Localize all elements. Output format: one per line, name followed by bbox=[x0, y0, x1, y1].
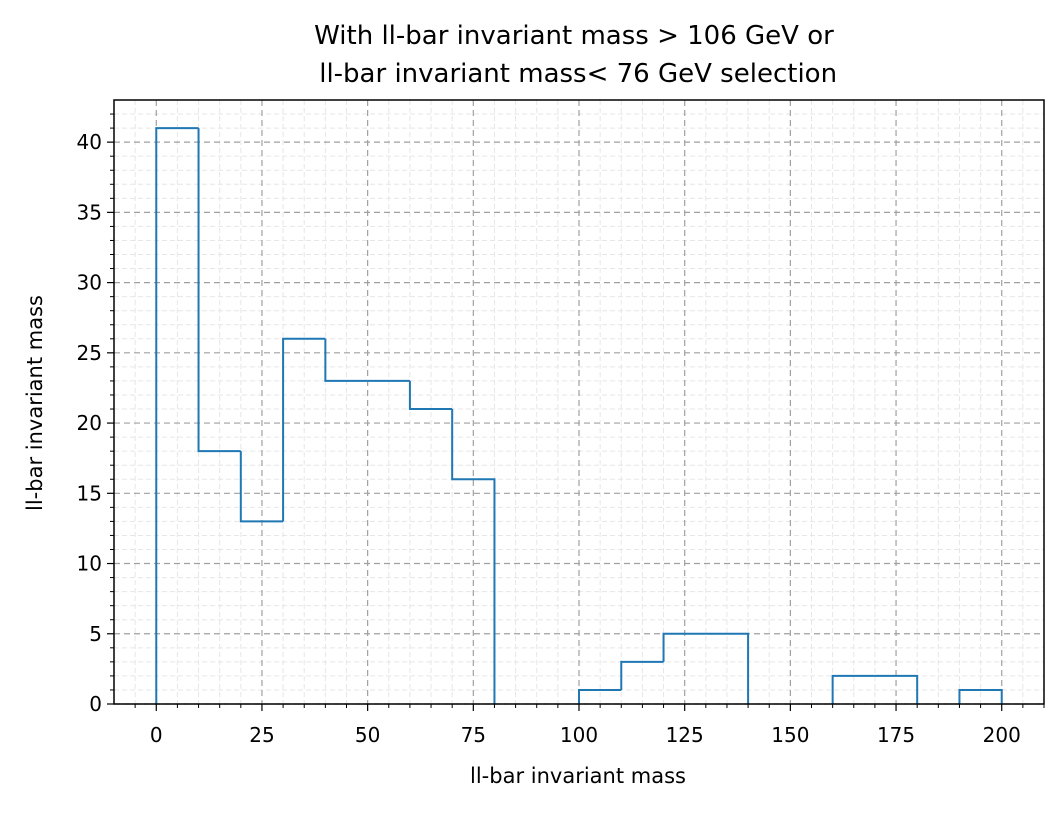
x-tick-label: 0 bbox=[150, 723, 163, 747]
chart-title-line-1: With ll-bar invariant mass > 106 GeV or bbox=[314, 21, 834, 51]
x-tick-label: 75 bbox=[461, 723, 486, 747]
histogram-bin bbox=[197, 128, 241, 453]
histogram-bin bbox=[874, 674, 919, 704]
x-tick-label: 25 bbox=[249, 723, 274, 747]
y-tick-label: 5 bbox=[89, 622, 102, 646]
histogram-bin bbox=[662, 632, 706, 662]
x-tick-label: 100 bbox=[560, 723, 598, 747]
histogram-bin bbox=[958, 688, 1003, 704]
histogram-bin bbox=[831, 674, 875, 704]
x-tick-label: 125 bbox=[666, 723, 704, 747]
x-axis-label: ll-bar invariant mass bbox=[470, 764, 686, 788]
y-tick-label: 15 bbox=[77, 481, 102, 505]
x-tick-label: 200 bbox=[983, 723, 1021, 747]
histogram-bin bbox=[705, 632, 750, 704]
y-tick-label: 20 bbox=[77, 411, 102, 435]
axis-ticks bbox=[107, 113, 1045, 711]
histogram-bin bbox=[239, 451, 284, 523]
y-tick-label: 0 bbox=[89, 692, 102, 716]
y-tick-label: 35 bbox=[77, 200, 102, 224]
histogram-bin bbox=[451, 409, 496, 704]
histogram-bin bbox=[620, 660, 664, 690]
histogram-bin bbox=[155, 127, 199, 704]
histogram-bin bbox=[408, 380, 453, 411]
histogram-bars bbox=[155, 127, 1003, 704]
histogram-bin bbox=[578, 688, 622, 704]
major-grid bbox=[114, 100, 1044, 705]
tick-labels: 0 25 50 75 100 125 150 175 200 0 5 10 15 20 25 30 35 40 bbox=[77, 130, 1021, 747]
y-tick-label: 30 bbox=[77, 271, 102, 295]
x-tick-label: 175 bbox=[877, 723, 915, 747]
histogram-bin bbox=[282, 337, 326, 522]
histogram-bin bbox=[324, 338, 368, 382]
chart-title-line-2: ll-bar invariant mass< 76 GeV selection bbox=[311, 59, 837, 89]
y-axis-label: ll-bar invariant mass bbox=[23, 295, 47, 511]
x-tick-label: 50 bbox=[355, 723, 380, 747]
y-tick-label: 40 bbox=[77, 130, 102, 154]
y-tick-label: 25 bbox=[77, 341, 102, 365]
y-tick-label: 10 bbox=[77, 552, 102, 576]
x-tick-label: 150 bbox=[771, 723, 809, 747]
